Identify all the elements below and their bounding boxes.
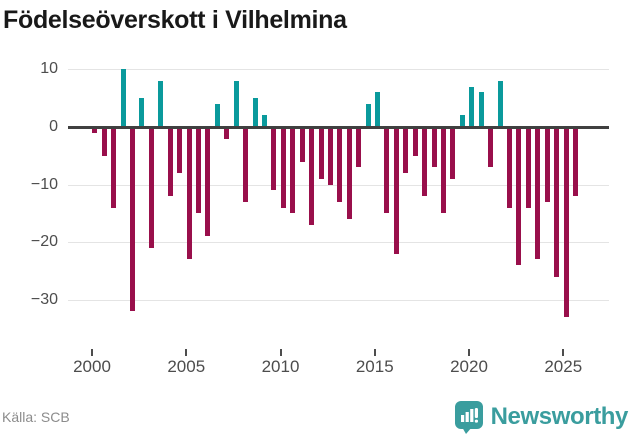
- bar-2013H2: [346, 127, 352, 220]
- bar-2019H1: [450, 127, 456, 179]
- bar-2023H2: [535, 127, 541, 260]
- bar-2021H1: [488, 127, 494, 168]
- bar-2022H2: [516, 127, 522, 266]
- bar-2008H1: [243, 127, 249, 202]
- bar-2000H2: [101, 127, 107, 156]
- bar-2020H2: [478, 92, 484, 127]
- bar-2007H1: [224, 127, 230, 139]
- bar-2015H1: [375, 92, 381, 127]
- bar-2020H1: [469, 86, 475, 127]
- bar-2017H1: [412, 127, 418, 156]
- bar-2017H2: [422, 127, 428, 197]
- x-axis-label: 2010: [261, 357, 300, 376]
- x-axis-tick: [373, 349, 376, 356]
- zero-baseline: [68, 126, 609, 129]
- bar-2025H2: [572, 127, 578, 197]
- bar-2009H2: [271, 127, 277, 191]
- bar-2003H2: [158, 80, 164, 127]
- x-axis-label: 2000: [73, 357, 111, 376]
- x-axis-tick: [562, 349, 565, 356]
- bar-2018H1: [431, 127, 437, 168]
- plot-area: [68, 60, 609, 352]
- bar-2012H2: [327, 127, 333, 185]
- bar-2024H1: [544, 127, 550, 202]
- bar-2024H2: [554, 127, 560, 277]
- bar-2016H1: [393, 127, 399, 254]
- bar-2001H2: [120, 69, 126, 127]
- bar-2013H1: [337, 127, 343, 202]
- bar-2025H1: [563, 127, 569, 318]
- bar-2008H2: [252, 98, 258, 127]
- bar-2016H2: [403, 127, 409, 174]
- bar-2009H1: [261, 115, 267, 127]
- x-axis-label: 2005: [167, 357, 206, 376]
- bar-2021H2: [497, 80, 503, 127]
- bar-2011H1: [299, 127, 305, 162]
- x-axis-label: 2020: [450, 357, 488, 376]
- y-axis-label: −10: [30, 175, 58, 193]
- bar-2012H1: [318, 127, 324, 179]
- bar-2002H2: [139, 98, 145, 127]
- bar-chart-badge-icon: [454, 400, 484, 434]
- bar-2014H2: [365, 103, 371, 127]
- y-axis-label: −30: [30, 290, 58, 308]
- bar-2019H2: [459, 115, 465, 127]
- y-axis-label: 10: [40, 60, 58, 78]
- bar-2005H2: [195, 127, 201, 214]
- x-axis-label: 2015: [355, 357, 394, 376]
- gridline: [68, 69, 609, 71]
- bar-2010H1: [280, 127, 286, 208]
- bar-2002H1: [130, 127, 135, 312]
- bar-2006H2: [214, 103, 220, 127]
- bar-2015H2: [384, 127, 390, 214]
- y-axis-label: 0: [49, 118, 58, 135]
- x-axis-tick: [279, 349, 282, 356]
- brand-wordmark: Newsworthy: [490, 403, 629, 430]
- bar-2003H1: [148, 127, 154, 248]
- bar-2011H2: [309, 127, 315, 225]
- bar-2001H1: [111, 127, 117, 208]
- bar-2018H2: [441, 127, 447, 214]
- bar-2000H1: [92, 127, 98, 133]
- bar-2010H2: [290, 127, 296, 214]
- gridline: [68, 242, 609, 244]
- y-axis-label: −20: [30, 233, 58, 251]
- x-axis-tick: [468, 349, 470, 356]
- bar-2023H1: [525, 127, 531, 208]
- bar-2004H1: [167, 127, 173, 197]
- source-note: Källa: SCB: [2, 409, 70, 425]
- bar-2007H2: [233, 80, 239, 127]
- bar-2005H1: [186, 127, 192, 260]
- brand-logo: Newsworthy: [454, 400, 629, 434]
- gridline: [68, 299, 609, 301]
- bar-2004H2: [177, 127, 183, 174]
- bar-2006H1: [205, 127, 211, 237]
- x-axis-label: 2025: [544, 357, 583, 376]
- bar-2022H1: [507, 127, 512, 208]
- bar-2014H1: [356, 127, 362, 168]
- x-axis-tick: [91, 349, 93, 356]
- chart-title: Födelseöverskott i Vilhelmina: [3, 6, 347, 34]
- x-axis-tick: [185, 349, 188, 356]
